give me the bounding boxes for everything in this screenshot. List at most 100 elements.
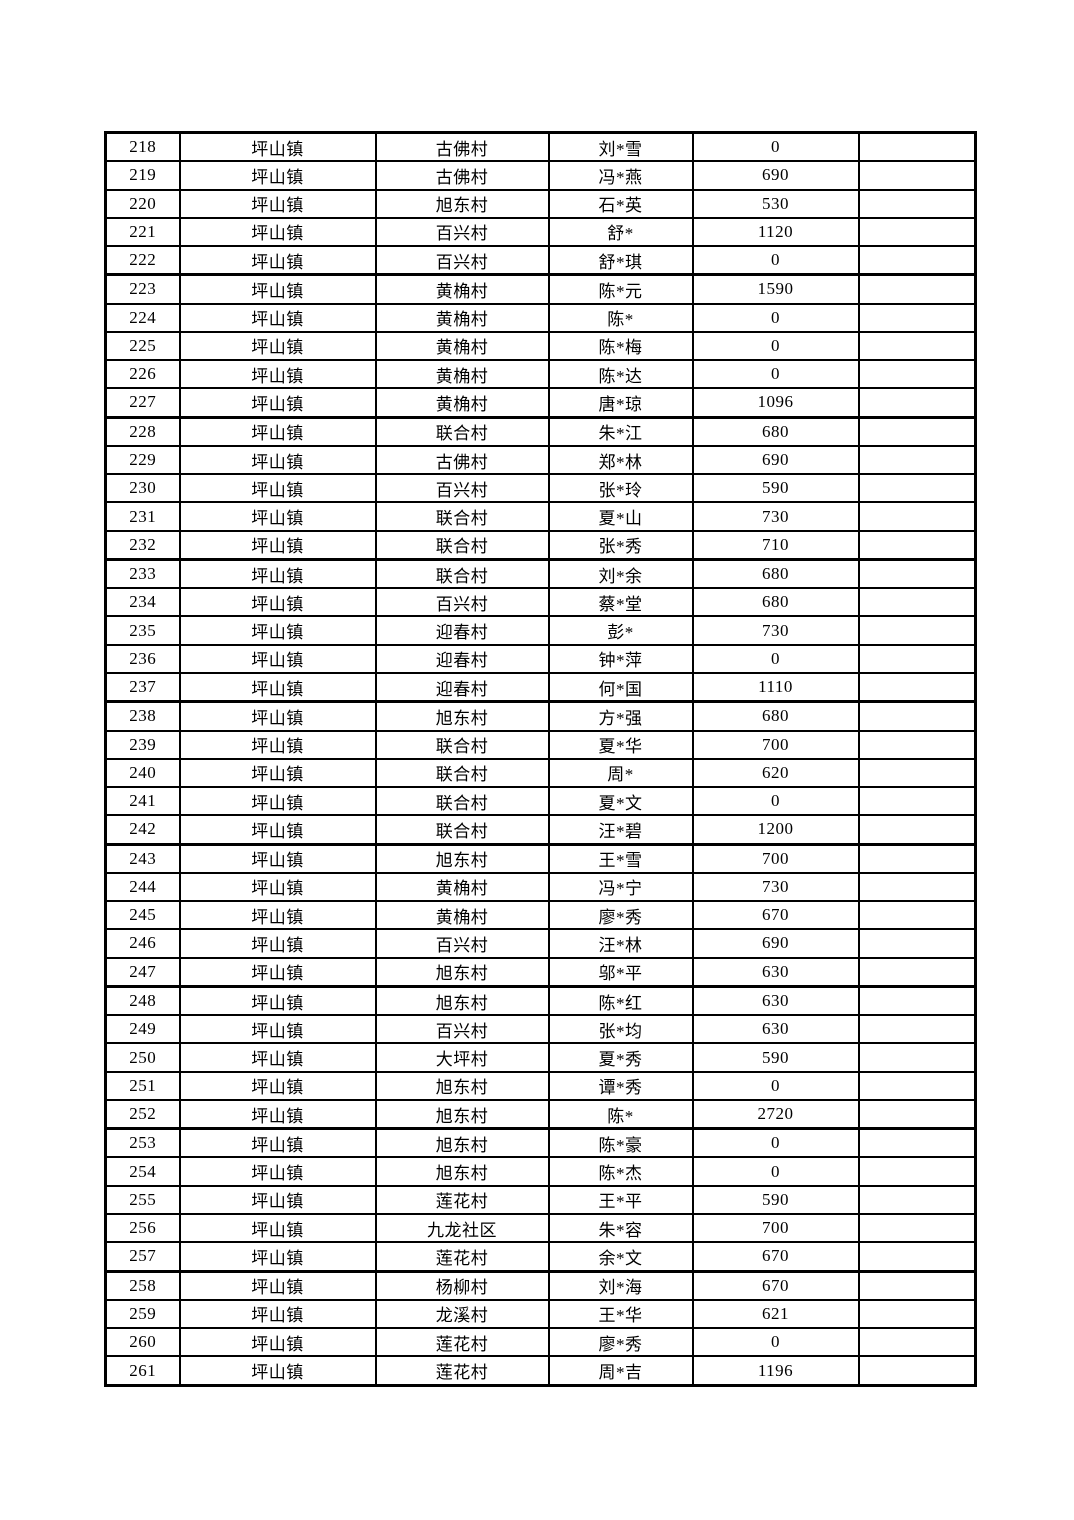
cell-village: 联合村 (374, 416, 550, 447)
cell-note (857, 245, 977, 277)
cell-row-number: 244 (104, 871, 181, 903)
cell-note (857, 302, 977, 333)
table-row: 224 坪山镇 黄桷村 陈* 0 (104, 302, 977, 333)
cell-row-number: 231 (104, 501, 181, 532)
table-row: 229 坪山镇 古佛村 郑*林 690 (104, 444, 977, 476)
table-row: 245 坪山镇 黄桷村 廖*秀 670 (104, 900, 977, 931)
cell-note (857, 1042, 977, 1073)
cell-note (857, 216, 977, 248)
cell-person-name: 刘*海 (547, 1270, 694, 1301)
table-row: 232 坪山镇 联合村 张*秀 710 (104, 529, 977, 561)
cell-note (857, 985, 977, 1017)
cell-amount: 590 (691, 473, 860, 504)
cell-amount: 0 (691, 245, 860, 277)
cell-row-number: 240 (104, 757, 181, 789)
cell-person-name: 钟*萍 (547, 643, 694, 674)
table-row: 240 坪山镇 联合村 周* 620 (104, 757, 977, 789)
cell-amount: 0 (691, 131, 860, 163)
cell-note (857, 1298, 977, 1330)
cell-note (857, 1070, 977, 1101)
cell-person-name: 廖*秀 (547, 900, 694, 931)
cell-amount: 730 (691, 871, 860, 903)
cell-town: 坪山镇 (178, 1327, 377, 1358)
cell-row-number: 246 (104, 928, 181, 959)
cell-row-number: 239 (104, 729, 181, 760)
cell-village: 联合村 (374, 814, 550, 846)
cell-row-number: 261 (104, 1355, 181, 1387)
cell-town: 坪山镇 (178, 900, 377, 931)
cell-amount: 0 (691, 1156, 860, 1187)
cell-person-name: 夏*华 (547, 729, 694, 760)
cell-village: 莲花村 (374, 1327, 550, 1358)
cell-village: 旭东村 (374, 1156, 550, 1187)
cell-row-number: 226 (104, 359, 181, 390)
table-row: 252 坪山镇 旭东村 陈* 2720 (104, 1098, 977, 1131)
cell-amount: 1200 (691, 814, 860, 846)
table-row: 259 坪山镇 龙溪村 王*华 621 (104, 1298, 977, 1330)
cell-note (857, 786, 977, 817)
table-row: 219 坪山镇 古佛村 冯*燕 690 (104, 160, 977, 191)
cell-note (857, 757, 977, 789)
cell-person-name: 陈* (547, 1098, 694, 1131)
cell-person-name: 汪*碧 (547, 814, 694, 846)
cell-village: 旭东村 (374, 985, 550, 1017)
table-row: 243 坪山镇 旭东村 王*雪 700 (104, 843, 977, 874)
cell-amount: 1196 (691, 1355, 860, 1387)
cell-person-name: 方*强 (547, 700, 694, 732)
cell-person-name: 周*吉 (547, 1355, 694, 1387)
cell-person-name: 朱*江 (547, 416, 694, 447)
cell-row-number: 242 (104, 814, 181, 846)
cell-row-number: 255 (104, 1184, 181, 1215)
cell-person-name: 陈*豪 (547, 1127, 694, 1159)
cell-note (857, 900, 977, 931)
cell-amount: 680 (691, 700, 860, 732)
table-row: 241 坪山镇 联合村 夏*文 0 (104, 786, 977, 817)
table-row: 244 坪山镇 黄桷村 冯*宁 730 (104, 871, 977, 903)
cell-village: 百兴村 (374, 1014, 550, 1045)
cell-amount: 0 (691, 302, 860, 333)
cell-town: 坪山镇 (178, 1042, 377, 1073)
cell-row-number: 259 (104, 1298, 181, 1330)
cell-note (857, 1014, 977, 1045)
cell-village: 大坪村 (374, 1042, 550, 1073)
cell-village: 古佛村 (374, 131, 550, 163)
cell-person-name: 张*均 (547, 1014, 694, 1045)
cell-town: 坪山镇 (178, 671, 377, 704)
cell-person-name: 蔡*堂 (547, 587, 694, 618)
cell-note (857, 1270, 977, 1301)
cell-row-number: 257 (104, 1241, 181, 1273)
cell-town: 坪山镇 (178, 1098, 377, 1131)
cell-person-name: 周* (547, 757, 694, 789)
table-row: 261 坪山镇 莲花村 周*吉 1196 (104, 1355, 977, 1387)
cell-town: 坪山镇 (178, 871, 377, 903)
cell-person-name: 王*华 (547, 1298, 694, 1330)
cell-person-name: 刘*雪 (547, 131, 694, 163)
cell-amount: 670 (691, 1270, 860, 1301)
cell-person-name: 邬*平 (547, 956, 694, 988)
cell-town: 坪山镇 (178, 700, 377, 732)
cell-row-number: 251 (104, 1070, 181, 1101)
cell-village: 杨柳村 (374, 1270, 550, 1301)
cell-amount: 590 (691, 1042, 860, 1073)
table-row: 257 坪山镇 莲花村 余*文 670 (104, 1241, 977, 1273)
cell-amount: 0 (691, 643, 860, 674)
cell-row-number: 258 (104, 1270, 181, 1301)
cell-row-number: 253 (104, 1127, 181, 1159)
cell-person-name: 刘*余 (547, 558, 694, 590)
table-row: 253 坪山镇 旭东村 陈*豪 0 (104, 1127, 977, 1159)
cell-person-name: 石*英 (547, 188, 694, 219)
cell-row-number: 245 (104, 900, 181, 931)
table-row: 221 坪山镇 百兴村 舒* 1120 (104, 216, 977, 248)
cell-amount: 621 (691, 1298, 860, 1330)
cell-amount: 620 (691, 757, 860, 789)
cell-town: 坪山镇 (178, 216, 377, 248)
cell-person-name: 郑*林 (547, 444, 694, 476)
cell-town: 坪山镇 (178, 558, 377, 590)
table-row: 236 坪山镇 迎春村 钟*萍 0 (104, 643, 977, 674)
table-row: 230 坪山镇 百兴村 张*玲 590 (104, 473, 977, 504)
cell-note (857, 359, 977, 390)
cell-village: 旭东村 (374, 188, 550, 219)
cell-town: 坪山镇 (178, 843, 377, 874)
cell-town: 坪山镇 (178, 1156, 377, 1187)
